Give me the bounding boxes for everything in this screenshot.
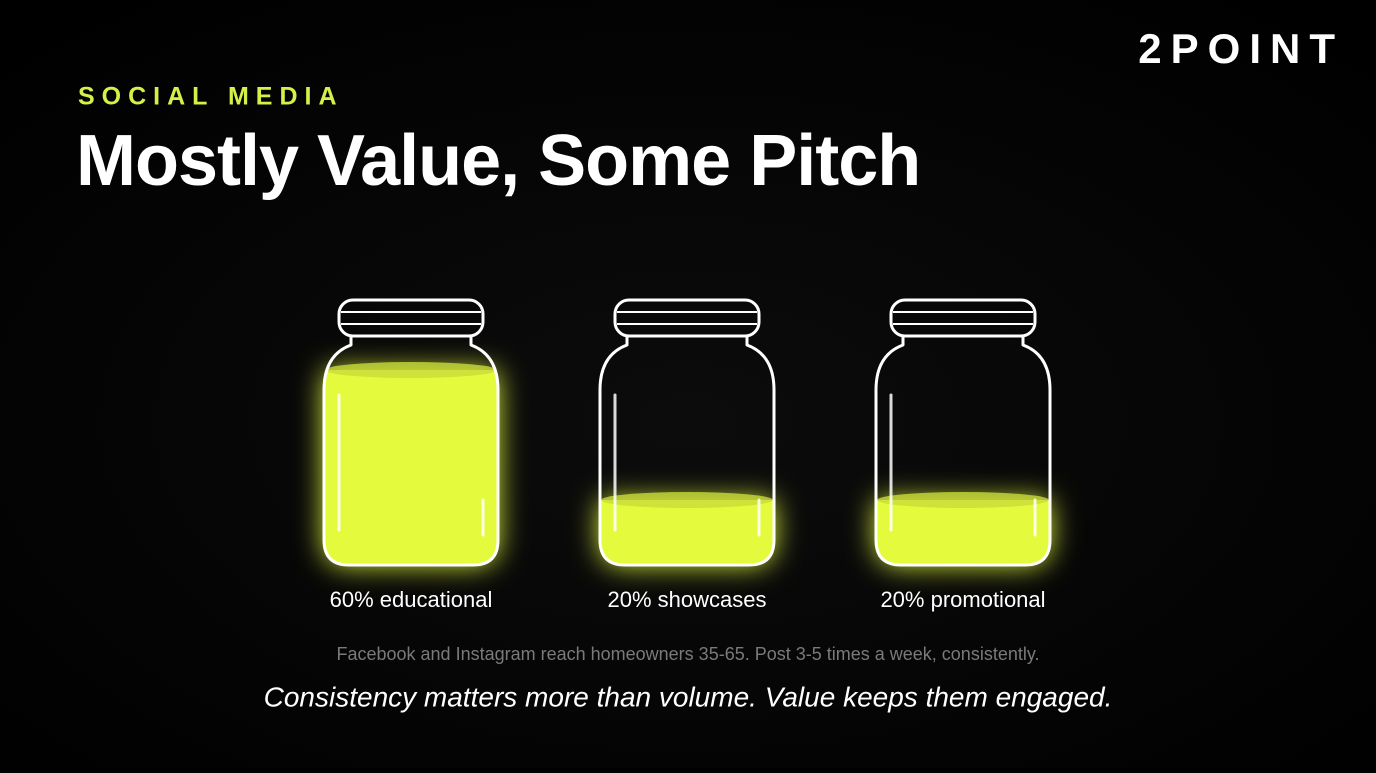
jar-label: 60% educational <box>330 587 493 612</box>
title: Mostly Value, Some Pitch <box>76 121 920 201</box>
jar-fill <box>324 370 498 565</box>
jar-outline <box>874 335 1052 567</box>
jar-lid <box>889 298 1037 338</box>
jar-chart: 60% educational 20% showcases 20% promotio… <box>322 298 1052 612</box>
jar-lid <box>613 298 761 338</box>
jar-fill-group <box>600 500 774 565</box>
fill-surface <box>325 362 497 378</box>
jar-label: 20% promotional <box>880 587 1045 612</box>
jar-fill <box>600 500 774 565</box>
jar <box>322 298 500 567</box>
jar-fill-group <box>324 370 498 565</box>
jar-outline <box>598 335 776 567</box>
jar-lid <box>337 298 485 338</box>
brand-logo: 2POINT <box>1138 25 1344 72</box>
tagline: Consistency matters more than volume. Va… <box>264 681 1113 712</box>
fill-surface <box>601 492 773 508</box>
fill-surface <box>877 492 1049 508</box>
jar <box>874 298 1052 567</box>
jar-outline <box>322 335 500 567</box>
note: Facebook and Instagram reach homeowners … <box>336 644 1039 664</box>
eyebrow: SOCIAL MEDIA <box>78 83 344 111</box>
jar-label: 20% showcases <box>608 587 767 612</box>
jar-fill-group <box>876 500 1050 565</box>
jar-fill <box>876 500 1050 565</box>
jar <box>598 298 776 567</box>
